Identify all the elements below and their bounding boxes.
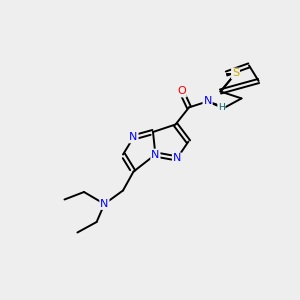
Text: H: H — [218, 103, 225, 112]
Text: N: N — [173, 153, 181, 164]
Text: S: S — [232, 68, 239, 79]
Text: N: N — [151, 149, 160, 160]
Text: N: N — [203, 96, 212, 106]
Text: N: N — [129, 132, 138, 142]
Text: O: O — [177, 86, 186, 97]
Text: N: N — [100, 199, 109, 209]
